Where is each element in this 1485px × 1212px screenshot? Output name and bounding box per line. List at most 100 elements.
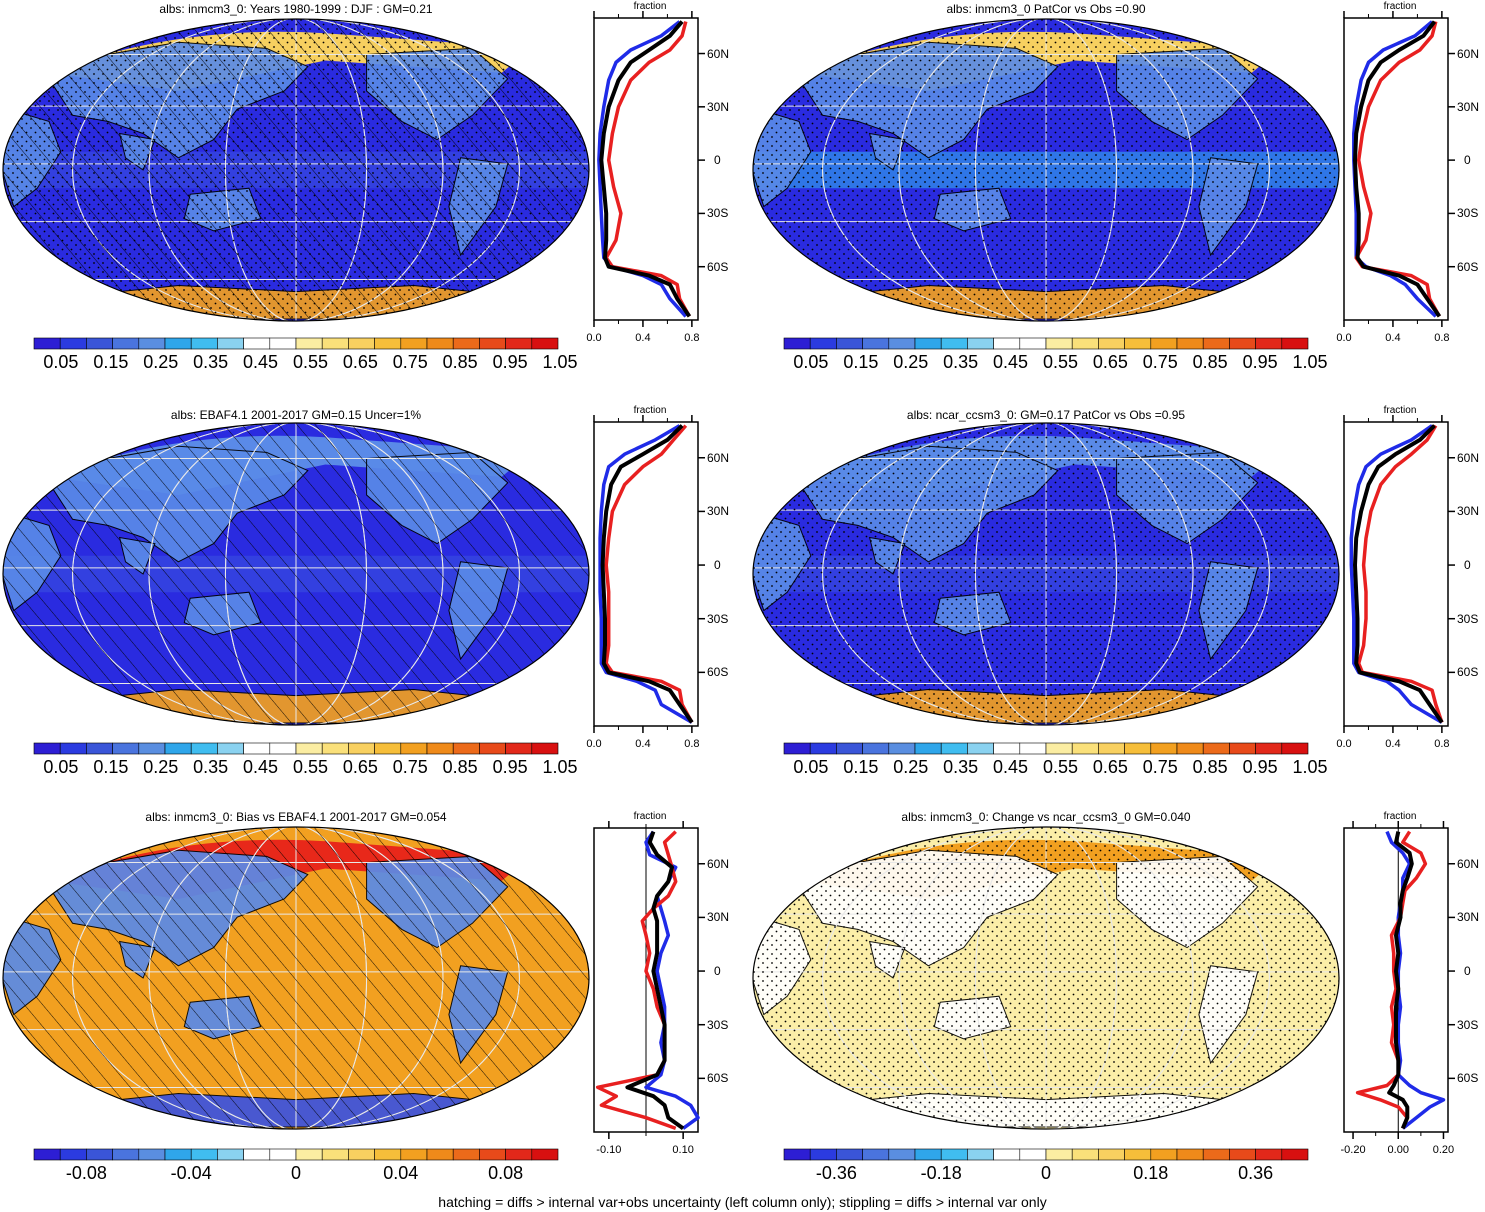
latitude-label: 30S: [707, 206, 729, 221]
profile-x-tick-label: -0.10: [596, 1144, 622, 1156]
profile-x-tick-label: 0.0: [1336, 738, 1352, 750]
colorbar-swatch: [86, 337, 113, 350]
colorbar-swatch: [862, 742, 890, 755]
colorbar-label: -0.08: [65, 1163, 107, 1183]
profile-series-red: [604, 21, 691, 318]
stippling-overlay: [753, 423, 1339, 725]
colorbar-label: 0.45: [993, 352, 1029, 372]
colorbar-swatch: [243, 337, 271, 350]
colorbar-swatch: [112, 337, 140, 350]
colorbar-label: 0.36: [1238, 1163, 1274, 1183]
latitude-label: 60N: [1457, 450, 1480, 465]
colorbar-label: 0.95: [492, 757, 528, 777]
colorbar-swatch: [112, 742, 140, 755]
colorbar-swatch: [1176, 337, 1204, 350]
stippling-overlay: [3, 19, 589, 321]
colorbar-swatch: [479, 337, 506, 350]
map-border: [752, 422, 1340, 726]
colorbar-swatch: [452, 1148, 480, 1161]
colorbar-label: 0.35: [193, 757, 229, 777]
profile-series-red: [1355, 830, 1428, 1130]
map-border: [752, 826, 1340, 1130]
profile-x-tick-label: 0.0: [586, 738, 602, 750]
map-border: [2, 18, 590, 322]
profile-series-red: [1356, 424, 1444, 723]
colorbar-swatch: [1229, 742, 1256, 755]
colorbar-swatch: [888, 1148, 916, 1161]
colorbar-swatch: [993, 1148, 1021, 1161]
colorbar-label: 0.25: [893, 757, 929, 777]
colorbar-swatch: [164, 1148, 192, 1161]
colorbar-swatch: [836, 1148, 863, 1161]
colorbar-label: 0.35: [193, 352, 229, 372]
colorbar-swatch: [1071, 337, 1099, 350]
colorbar-label: 0.15: [843, 757, 879, 777]
profile-x-tick-label: 0.20: [1432, 1144, 1455, 1156]
map-title: albs: ncar_ccsm3_0: GM=0.17 PatCor vs Ob…: [906, 408, 1186, 422]
colorbar-swatch: [809, 1148, 837, 1161]
colorbar-swatch: [505, 742, 533, 755]
map-border: [2, 826, 590, 1130]
colorbar-swatch: [164, 742, 192, 755]
colorbar-label: 0.65: [1092, 757, 1128, 777]
colorbar-swatch: [940, 742, 968, 755]
map-svg: [752, 422, 1340, 726]
colorbar-swatch: [1229, 1148, 1256, 1161]
map-svg: [2, 826, 590, 1130]
colorbar-swatch: [1281, 337, 1309, 350]
profile-frame: [1343, 421, 1449, 727]
colorbar-swatch: [1124, 1148, 1152, 1161]
colorbar-label: 0.75: [1142, 757, 1178, 777]
colorbar-label: 0.55: [1042, 352, 1078, 372]
colorbar-swatch: [1045, 337, 1073, 350]
stippling-overlay: [753, 19, 1339, 321]
colorbar-swatch: [295, 1148, 323, 1161]
colorbar-swatch: [1229, 337, 1256, 350]
colorbar-swatch: [217, 1148, 244, 1161]
colorbar-label: 1.05: [1292, 757, 1328, 777]
colorbar-swatch: [164, 337, 192, 350]
latitude-label: 0: [714, 558, 721, 573]
colorbar-label: 0.65: [1092, 352, 1128, 372]
colorbar-swatch: [505, 1148, 533, 1161]
colorbar-swatch: [426, 337, 454, 350]
colorbar-label: 0.35: [943, 757, 979, 777]
map-svg: [2, 422, 590, 726]
latitude-label: 0: [1464, 964, 1471, 979]
latitude-label: 0: [714, 153, 721, 168]
colorbar-label: 0.18: [1133, 1163, 1169, 1183]
colorbar-swatch: [862, 1148, 890, 1161]
colorbar: [783, 337, 1309, 350]
colorbar-swatch: [217, 742, 244, 755]
colorbar-label: 0.95: [1242, 757, 1278, 777]
map-border: [2, 422, 590, 726]
profile-series-black: [1387, 831, 1414, 1130]
colorbar: [783, 742, 1309, 755]
map-title: albs: inmcm3_0: Bias vs EBAF4.1 2001-201…: [145, 810, 447, 824]
profile-x-tick-label: -0.20: [1340, 1144, 1366, 1156]
profile-x-tick-label: 0.8: [684, 738, 700, 750]
profile-x-tick-label: 0.10: [672, 1144, 694, 1156]
colorbar-label: 0.08: [488, 1163, 524, 1183]
latitude-label: 30N: [1457, 910, 1480, 925]
colorbar-swatch: [967, 742, 994, 755]
colorbar-swatch: [138, 337, 166, 350]
colorbar-swatch: [1045, 742, 1073, 755]
colorbar-swatch: [269, 742, 297, 755]
colorbar-swatch: [400, 1148, 428, 1161]
colorbar-label: 0.75: [1142, 352, 1178, 372]
latitude-label: 30S: [707, 611, 729, 626]
colorbar-swatch: [1281, 742, 1309, 755]
colorbar-swatch: [862, 337, 890, 350]
latitude-label: 30S: [707, 1017, 729, 1032]
profile-series-black: [1353, 424, 1444, 724]
colorbar-swatch: [809, 742, 837, 755]
colorbar-label: 0.45: [993, 757, 1029, 777]
colorbar-label: 0.05: [793, 757, 829, 777]
colorbar-swatch: [59, 337, 87, 350]
colorbar-label: 0.15: [93, 352, 129, 372]
map-title: albs: inmcm3_0: Change vs ncar_ccsm3_0 G…: [901, 810, 1191, 824]
hatching-overlay: [3, 423, 589, 725]
colorbar-swatch: [1019, 1148, 1047, 1161]
colorbar-swatch: [479, 742, 506, 755]
